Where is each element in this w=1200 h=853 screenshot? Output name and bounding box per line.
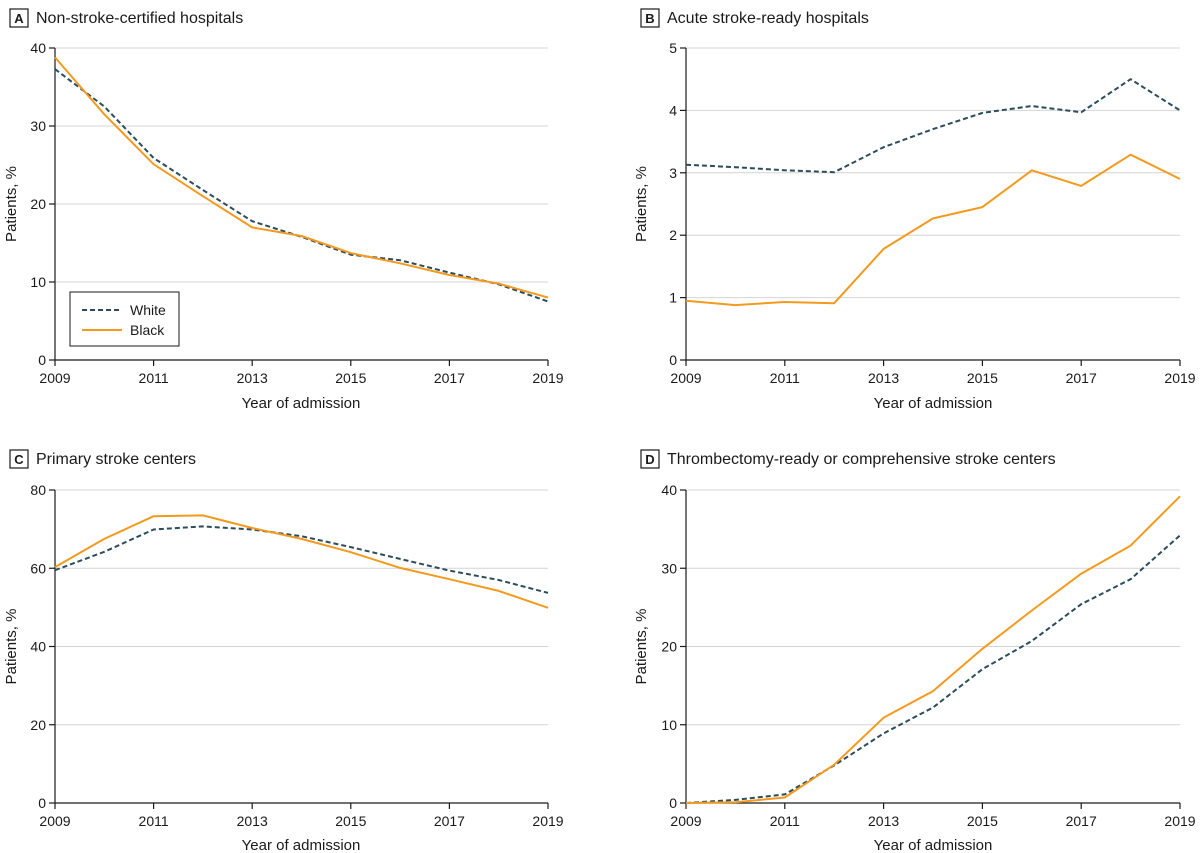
y-tick-label: 5 bbox=[669, 40, 677, 56]
x-tick-label: 2013 bbox=[237, 813, 268, 829]
y-tick-label: 10 bbox=[30, 274, 46, 290]
series-line-black bbox=[685, 153, 1181, 307]
legend-box bbox=[69, 291, 180, 347]
x-tick-label: 2015 bbox=[335, 813, 366, 829]
x-tick-label: 2017 bbox=[1066, 813, 1097, 829]
x-axis-label: Year of admission bbox=[242, 395, 361, 412]
y-tick-label: 0 bbox=[38, 352, 46, 368]
y-tick-label: 60 bbox=[30, 560, 46, 576]
panel-title: Primary stroke centers bbox=[36, 451, 196, 468]
panel-letter: C bbox=[14, 452, 24, 467]
chart-panel-b: B Acute stroke-ready hospitals 0 1 2 3 4 5 2009 2… bbox=[633, 8, 1196, 412]
panel-title: Thrombectomy-ready or comprehensive stro… bbox=[667, 451, 1056, 468]
y-tick-label: 20 bbox=[30, 717, 46, 733]
series-line-white bbox=[685, 534, 1181, 804]
x-tick-label: 2017 bbox=[434, 813, 465, 829]
y-tick-label: 20 bbox=[30, 196, 46, 212]
x-tick-label: 2009 bbox=[670, 813, 701, 829]
x-tick-label: 2009 bbox=[39, 813, 70, 829]
panel-letter: B bbox=[645, 11, 654, 26]
x-tick-label: 2015 bbox=[335, 370, 366, 386]
panel-letter-box bbox=[640, 8, 660, 28]
y-tick-label: 1 bbox=[669, 290, 677, 306]
x-tick-label: 2019 bbox=[532, 370, 563, 386]
y-axis-label: Patients, % bbox=[633, 166, 650, 242]
y-tick-label: 40 bbox=[30, 40, 46, 56]
x-tick-label: 2019 bbox=[532, 813, 563, 829]
x-axis-label: Year of admission bbox=[874, 395, 993, 412]
y-tick-label: 4 bbox=[669, 102, 677, 118]
y-tick-label: 20 bbox=[661, 639, 677, 655]
x-tick-label: 2017 bbox=[434, 370, 465, 386]
x-tick-label: 2009 bbox=[670, 370, 701, 386]
y-tick-label: 0 bbox=[38, 795, 46, 811]
legend-label-white: White bbox=[130, 302, 166, 318]
x-tick-label: 2011 bbox=[139, 813, 169, 829]
y-tick-label: 30 bbox=[30, 118, 46, 134]
chart-panel-d: D Thrombectomy-ready or comprehensive str… bbox=[633, 449, 1196, 853]
y-axis-label: Patients, % bbox=[633, 609, 650, 685]
x-axis-label: Year of admission bbox=[874, 837, 993, 853]
x-tick-label: 2013 bbox=[868, 370, 899, 386]
x-tick-label: 2011 bbox=[770, 813, 800, 829]
y-tick-label: 0 bbox=[669, 352, 677, 368]
series-line-black bbox=[54, 56, 549, 299]
y-tick-label: 0 bbox=[669, 795, 677, 811]
series-line-black bbox=[54, 514, 549, 609]
chart-panel-c: C Primary stroke centers 0 20 40 60 80 2009 2011… bbox=[3, 449, 564, 853]
x-tick-label: 2015 bbox=[967, 370, 998, 386]
panel-letter-box bbox=[640, 449, 660, 469]
x-tick-label: 2013 bbox=[868, 813, 899, 829]
panel-letter-box bbox=[9, 449, 29, 469]
y-axis-label: Patients, % bbox=[3, 609, 20, 685]
x-tick-label: 2015 bbox=[967, 813, 998, 829]
x-tick-label: 2017 bbox=[1066, 370, 1097, 386]
legend-label-black: Black bbox=[130, 322, 165, 338]
y-tick-label: 40 bbox=[661, 482, 677, 498]
x-tick-label: 2011 bbox=[770, 370, 800, 386]
y-tick-label: 10 bbox=[661, 717, 677, 733]
x-tick-label: 2019 bbox=[1164, 813, 1195, 829]
series-line-black bbox=[685, 495, 1181, 804]
y-tick-label: 2 bbox=[669, 227, 677, 243]
y-tick-label: 40 bbox=[30, 639, 46, 655]
panel-title: Non-stroke-certified hospitals bbox=[36, 10, 243, 27]
x-axis-label: Year of admission bbox=[242, 837, 361, 853]
panel-title: Acute stroke-ready hospitals bbox=[667, 10, 869, 27]
x-tick-label: 2013 bbox=[237, 370, 268, 386]
x-tick-label: 2009 bbox=[39, 370, 70, 386]
y-tick-label: 30 bbox=[661, 560, 677, 576]
panel-letter: D bbox=[645, 452, 654, 467]
panel-letter-box bbox=[9, 8, 29, 28]
series-line-white bbox=[54, 68, 549, 303]
x-tick-label: 2011 bbox=[139, 370, 169, 386]
y-tick-label: 3 bbox=[669, 165, 677, 181]
chart-panel-a: A Non-stroke-certified hospitals 0 10 20 30 40… bbox=[3, 8, 564, 412]
x-tick-label: 2019 bbox=[1164, 370, 1195, 386]
y-tick-label: 80 bbox=[30, 482, 46, 498]
panel-letter: A bbox=[14, 11, 24, 26]
y-axis-label: Patients, % bbox=[3, 166, 20, 242]
series-line-white bbox=[54, 525, 549, 594]
series-line-white bbox=[685, 78, 1181, 174]
